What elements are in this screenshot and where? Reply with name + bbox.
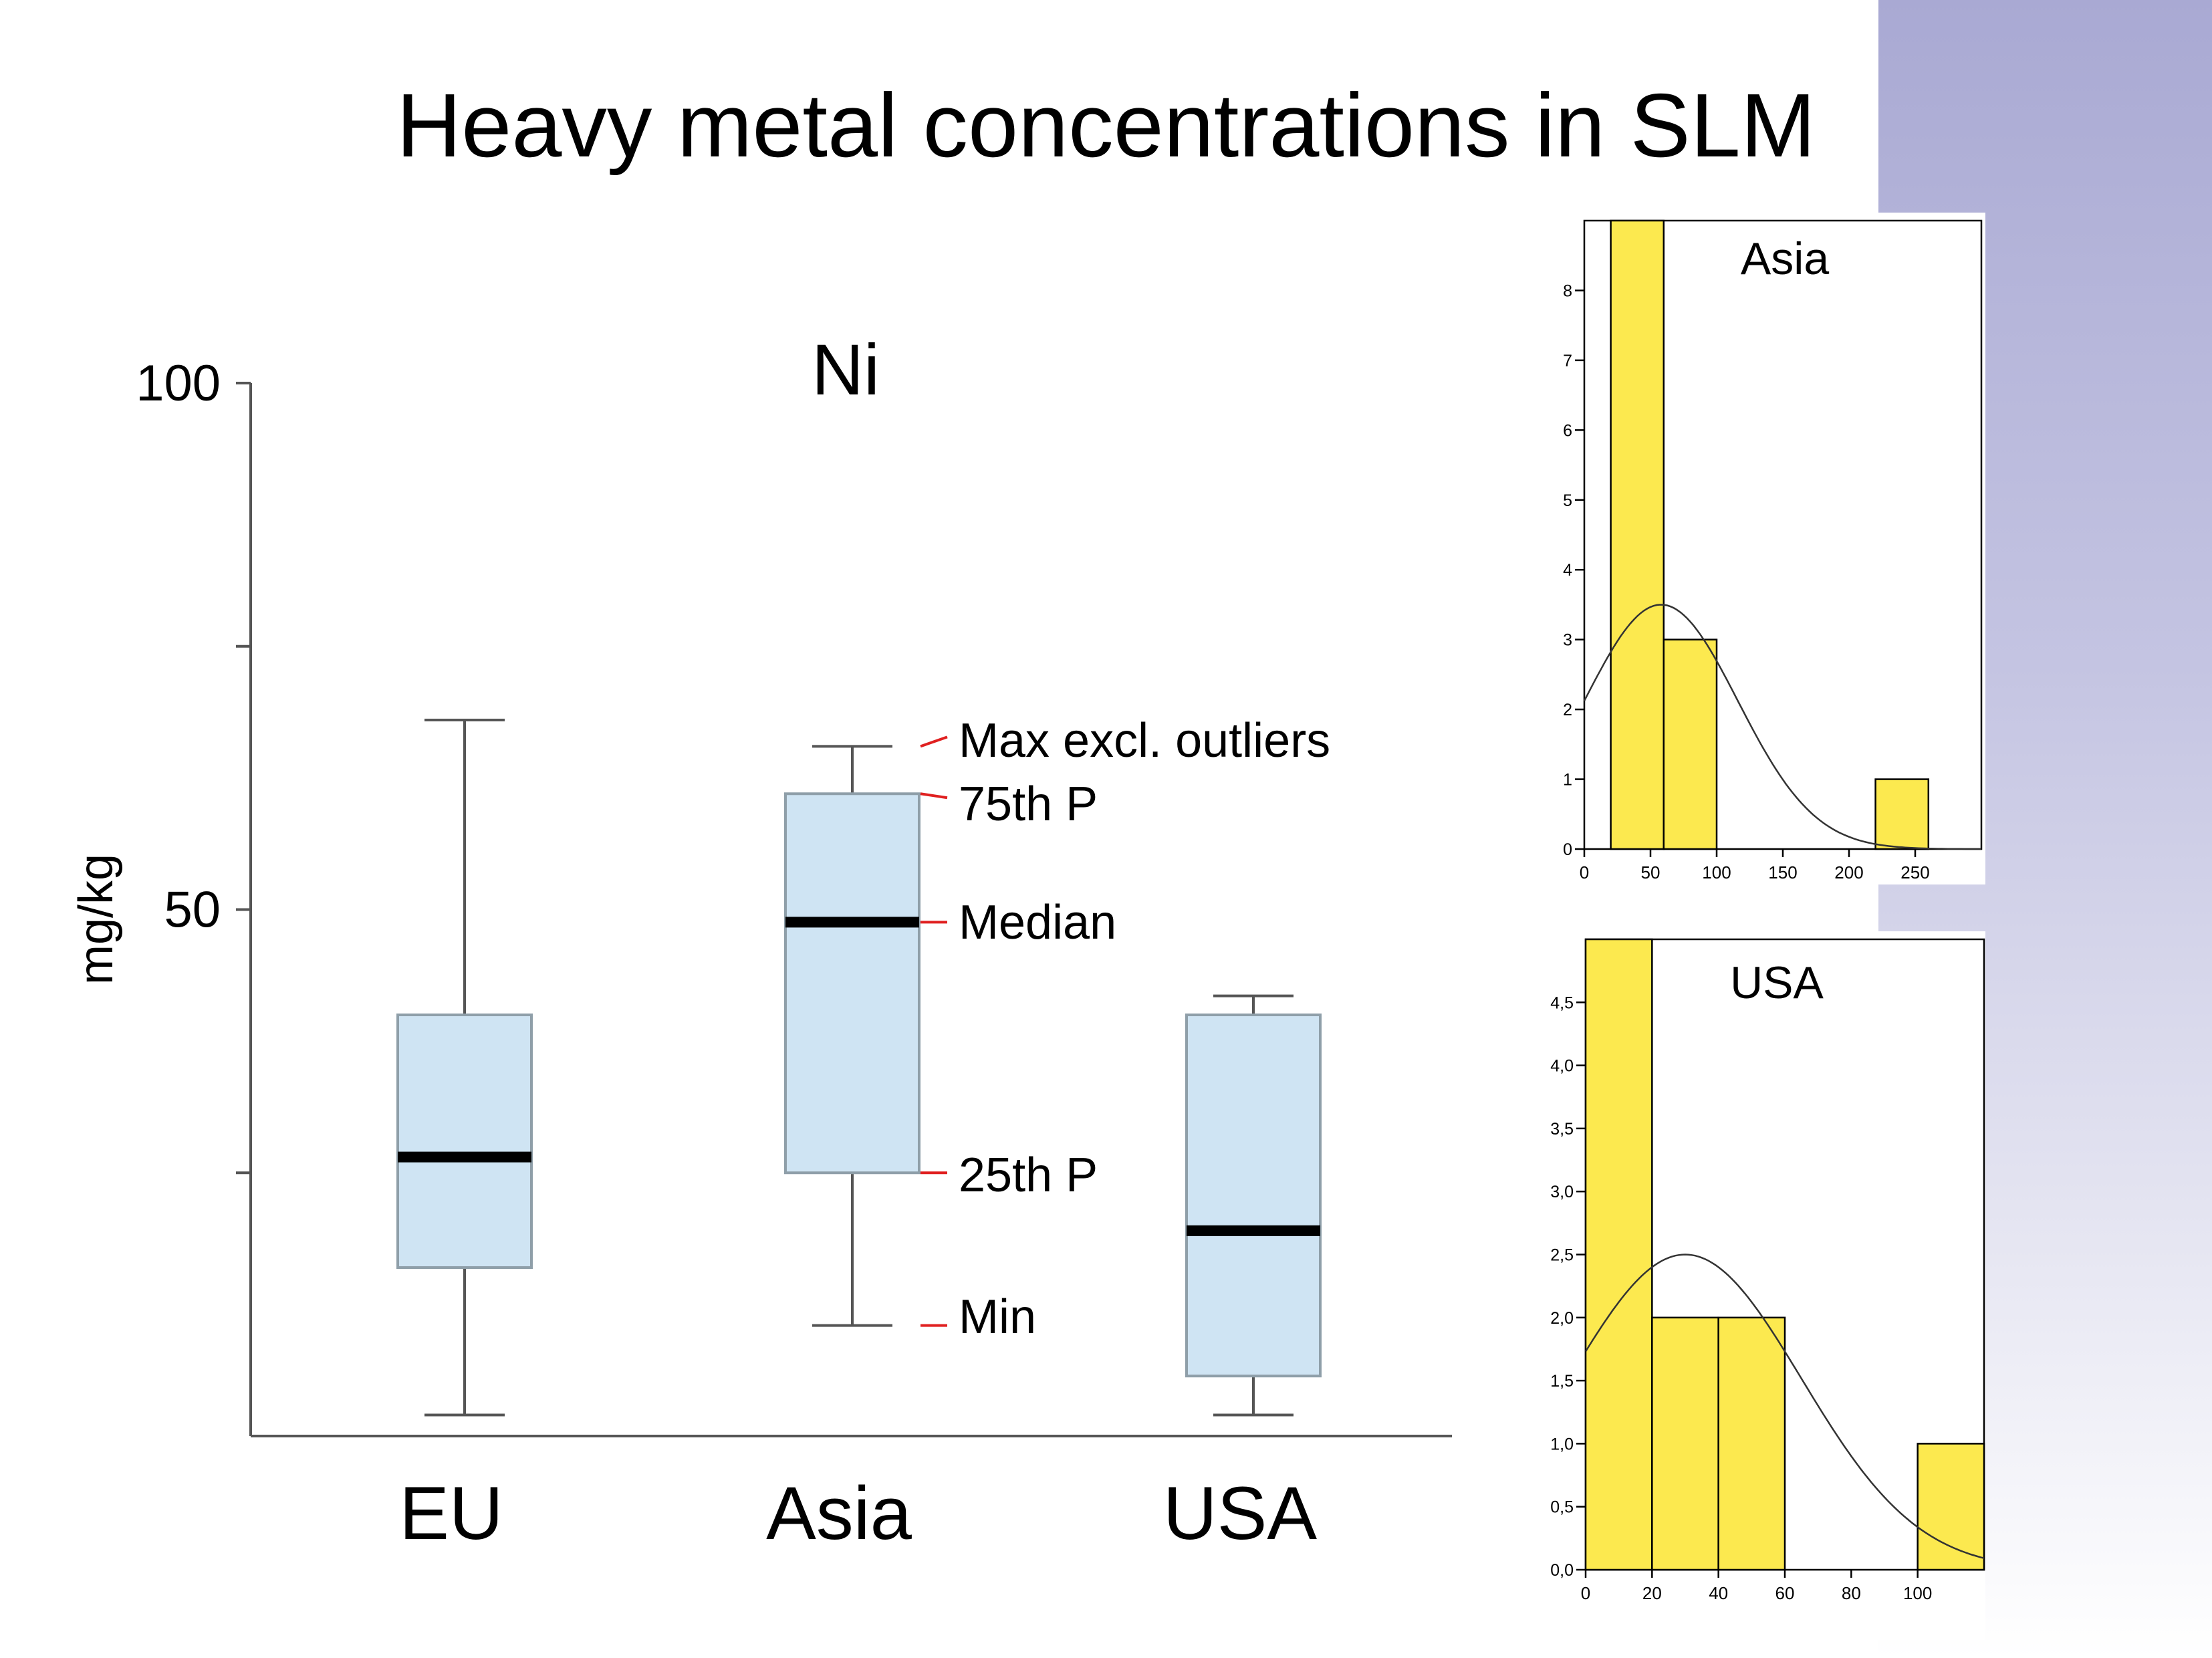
- category-label-asia: Asia: [766, 1471, 912, 1555]
- slide-title-text: Heavy metal concentrations in SLM: [396, 75, 1816, 176]
- hist-asia-normal-curve: [1583, 604, 1981, 850]
- category-label-eu: EU: [399, 1471, 503, 1555]
- hist-usa-bar-0: [1584, 938, 1653, 1571]
- histogram-usa-title: USA: [1730, 957, 1824, 1008]
- hist-asia-y-tick-label-2: 2: [1563, 701, 1572, 719]
- hist-asia-y-tick-label-1: 1: [1563, 771, 1572, 790]
- hist-asia-x-tick-label-100: 100: [1702, 862, 1731, 882]
- hist-asia-y-tick-label-5: 5: [1563, 491, 1572, 510]
- annotation-label-max: Max excl. outliers: [959, 714, 1330, 767]
- hist-usa-x-tick-label-0: 0: [1581, 1583, 1590, 1603]
- hist-asia-y-tick-label-0: 0: [1563, 840, 1572, 859]
- histogram-usa-plot: 0 20 40 60 80 100 0,0 0,5 1,0 1,5 2,0 2,5 3,0 3,5 4,0 4…: [1550, 938, 1985, 1603]
- annotation-label-median: Median: [959, 896, 1116, 949]
- hist-asia-bar-1: [1663, 638, 1718, 850]
- y-tick-label-100: 100: [136, 355, 221, 412]
- histogram-usa: 0 20 40 60 80 100 0,0 0,5 1,0 1,5 2,0 2,5 3,0 3,5 4,0 4…: [1550, 931, 1985, 1640]
- annotation-label-q3: 75th P: [959, 778, 1098, 831]
- hist-usa-y-tick-label-2: 1,0: [1550, 1435, 1574, 1453]
- histogram-asia-plot: 0 50 100 150 200 250 0 1 2 3 4 5 6 7 8: [1563, 219, 1983, 882]
- hist-usa-bar-3: [1917, 1443, 1985, 1571]
- hist-asia-y-tick-label-6: 6: [1563, 421, 1572, 440]
- boxplot-title: Ni: [812, 329, 880, 410]
- boxplot-y-axis-label: mg/kg: [70, 854, 123, 985]
- category-label-usa: USA: [1163, 1471, 1318, 1555]
- boxplot-axes: 100 50: [136, 355, 1452, 1437]
- annotation-label-min: Min: [959, 1290, 1036, 1344]
- hist-asia-y-tick-label-8: 8: [1563, 281, 1572, 300]
- hist-usa-normal-curve: [1584, 1254, 1985, 1559]
- hist-usa-y-tick-label-6: 3,0: [1550, 1183, 1574, 1201]
- hist-asia-x-tick-label-50: 50: [1641, 862, 1661, 882]
- hist-asia-y-tick-label-4: 4: [1563, 561, 1572, 580]
- box-usa: [1185, 1014, 1322, 1378]
- hist-usa-y-tick-label-7: 3,5: [1550, 1120, 1574, 1139]
- hist-usa-y-tick-label-5: 2,5: [1550, 1246, 1574, 1265]
- hist-usa-x-tick-label-80: 80: [1842, 1583, 1861, 1603]
- annotation-tick-max: [920, 735, 948, 748]
- hist-asia-x-tick-label-150: 150: [1768, 862, 1797, 882]
- hist-asia-bar-0: [1610, 219, 1665, 850]
- y-tick-label-50: 50: [164, 882, 221, 939]
- hist-usa-x-tick-label-40: 40: [1709, 1583, 1728, 1603]
- annotation-tick-q3: [920, 792, 948, 800]
- hist-usa-y-tick-label-3: 1,5: [1550, 1372, 1574, 1391]
- histogram-asia-title: Asia: [1741, 233, 1829, 284]
- hist-usa-y-tick-label-9: 4,5: [1550, 993, 1574, 1012]
- boxplot-boxes: EU Asia USA: [396, 719, 1322, 1555]
- hist-asia-x-tick-label-200: 200: [1834, 862, 1863, 882]
- boxplot-annotations: Max excl. outliers 75th P Median 25th P Min: [920, 714, 1330, 1344]
- hist-asia-y-tick-label-3: 3: [1563, 631, 1572, 650]
- hist-asia-x-tick-label-250: 250: [1900, 862, 1929, 882]
- histogram-asia: 0 50 100 150 200 250 0 1 2 3 4 5 6 7 8 Asia: [1551, 213, 1985, 884]
- hist-usa-bar-2: [1717, 1316, 1786, 1571]
- hist-usa-y-tick-label-0: 0,0: [1550, 1561, 1574, 1580]
- hist-asia-x-tick-label-0: 0: [1580, 862, 1589, 882]
- hist-usa-x-tick-label-100: 100: [1903, 1583, 1932, 1603]
- hist-usa-x-tick-label-60: 60: [1775, 1583, 1795, 1603]
- hist-usa-y-tick-label-1: 0,5: [1550, 1498, 1574, 1517]
- hist-asia-bar-2: [1874, 778, 1930, 850]
- slide-title: Heavy metal concentrations in SLM: [0, 74, 2212, 177]
- hist-asia-y-tick-label-7: 7: [1563, 352, 1572, 370]
- hist-usa-y-tick-label-4: 2,0: [1550, 1309, 1574, 1328]
- box-eu: [396, 1014, 533, 1269]
- hist-usa-bar-1: [1651, 1316, 1719, 1571]
- boxplot-chart-ni: 100 50 EU Asia USA Max excl. outliers 75th P…: [70, 329, 1452, 1555]
- hist-usa-x-tick-label-20: 20: [1642, 1583, 1662, 1603]
- hist-usa-y-tick-label-8: 4,0: [1550, 1057, 1574, 1076]
- annotation-label-q1: 25th P: [959, 1149, 1098, 1202]
- box-asia: [784, 792, 920, 1175]
